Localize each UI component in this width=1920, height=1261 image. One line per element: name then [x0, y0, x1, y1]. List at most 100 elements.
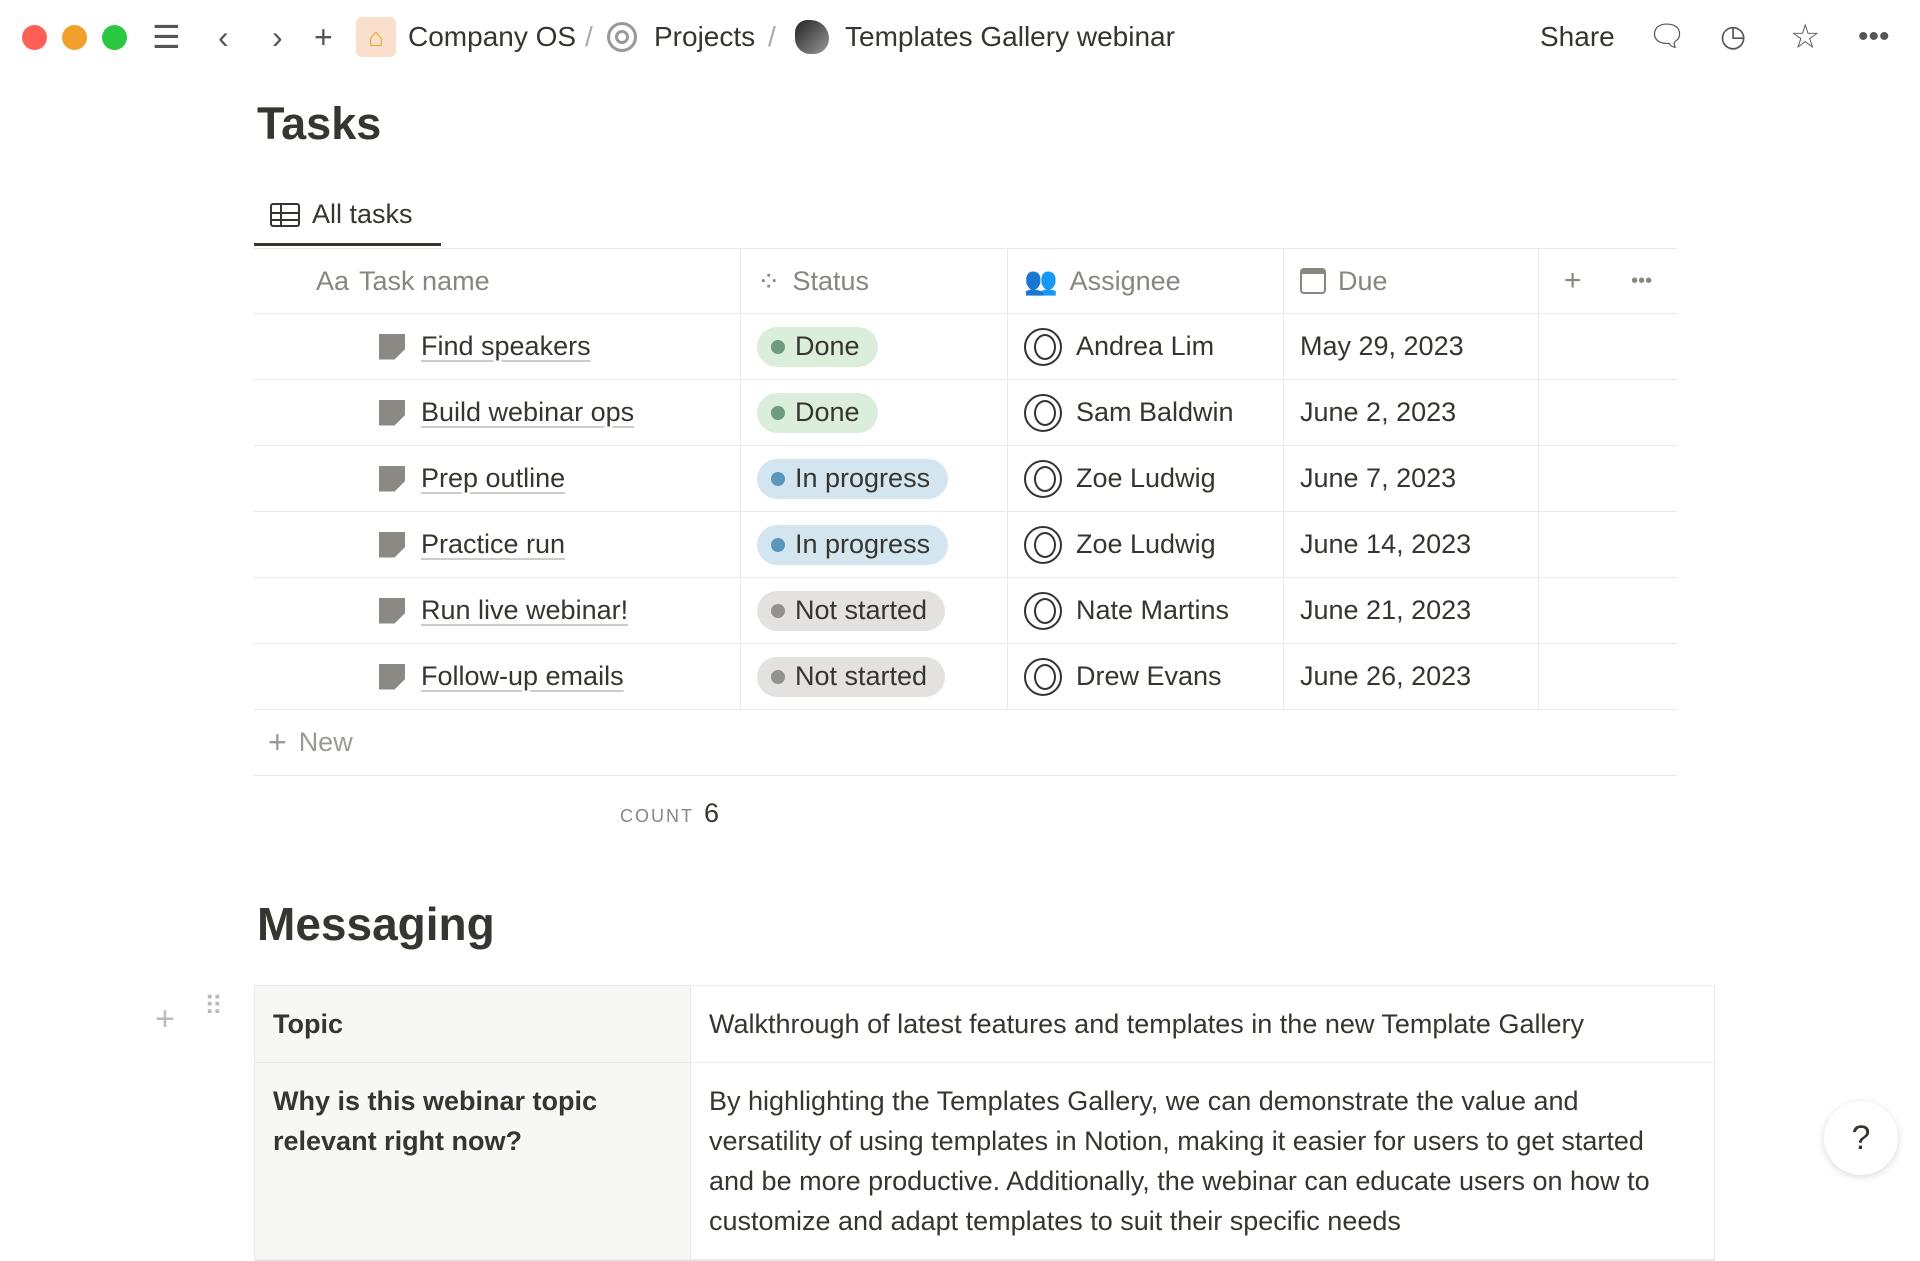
- table-header: Aa Task name ⁘ Status 👥 Assignee Due + •••: [254, 248, 1677, 314]
- more-options-icon[interactable]: •••: [1858, 20, 1890, 53]
- comments-icon[interactable]: 🗨: [1648, 20, 1687, 53]
- table-row: Run live webinar! Not started Nate Marti…: [254, 578, 1677, 644]
- task-name[interactable]: Practice run: [421, 529, 566, 559]
- task-name[interactable]: Build webinar ops: [421, 397, 635, 427]
- task-name-cell[interactable]: Follow-up emails: [254, 644, 741, 709]
- due-cell[interactable]: June 7, 2023: [1284, 446, 1539, 511]
- tasks-heading: Tasks: [257, 98, 382, 149]
- close-window-button[interactable]: [22, 25, 47, 50]
- status-badge: Done: [757, 392, 878, 433]
- text-property-icon: Aa: [316, 265, 350, 296]
- task-name-cell[interactable]: Find speakers: [254, 314, 741, 379]
- add-block-icon[interactable]: +: [155, 1000, 175, 1038]
- assignee-cell[interactable]: Andrea Lim: [1008, 314, 1284, 379]
- row-value[interactable]: By highlighting the Templates Gallery, w…: [709, 1086, 1650, 1236]
- column-header-due[interactable]: Due: [1284, 249, 1539, 313]
- task-name[interactable]: Prep outline: [421, 463, 566, 493]
- status-cell[interactable]: Not started: [741, 578, 1008, 643]
- due-cell[interactable]: June 26, 2023: [1284, 644, 1539, 709]
- table-row: Build webinar ops Done Sam Baldwin June …: [254, 380, 1677, 446]
- tab-all-tasks[interactable]: All tasks: [254, 186, 441, 246]
- assignee-cell[interactable]: Zoe Ludwig: [1008, 446, 1284, 511]
- assignee-cell[interactable]: Sam Baldwin: [1008, 380, 1284, 445]
- task-name-cell[interactable]: Prep outline: [254, 446, 741, 511]
- calendar-icon: [1300, 268, 1326, 294]
- avatar: [1024, 327, 1062, 366]
- minimize-window-button[interactable]: [62, 25, 87, 50]
- status-cell[interactable]: Done: [741, 380, 1008, 445]
- status-badge: Not started: [757, 590, 946, 631]
- status-cell[interactable]: In progress: [741, 446, 1008, 511]
- target-icon: [607, 22, 637, 52]
- row-key: Topic: [255, 986, 691, 1062]
- drag-handle-icon[interactable]: ⠿: [204, 991, 224, 1021]
- task-name[interactable]: Find speakers: [421, 331, 591, 361]
- top-bar: ☰ ‹ › + ⌂ Company OS / Projects / Templa…: [0, 0, 1920, 75]
- plus-icon: +: [268, 724, 287, 760]
- empty-cell: [1539, 314, 1677, 379]
- page-icon: [379, 663, 405, 690]
- breadcrumb-current-page[interactable]: Templates Gallery webinar: [845, 21, 1175, 52]
- new-page-icon[interactable]: +: [314, 19, 333, 55]
- new-row-button[interactable]: + New: [254, 710, 1677, 776]
- back-icon[interactable]: ‹: [218, 19, 229, 55]
- status-badge: Not started: [757, 656, 946, 697]
- row-value[interactable]: Walkthrough of latest features and templ…: [709, 1009, 1584, 1039]
- help-button[interactable]: ?: [1824, 1101, 1898, 1175]
- table-row: Find speakers Done Andrea Lim May 29, 20…: [254, 314, 1677, 380]
- messaging-row: Topic Walkthrough of latest features and…: [255, 986, 1714, 1063]
- people-icon: 👥: [1024, 266, 1058, 296]
- tasks-table: Aa Task name ⁘ Status 👥 Assignee Due + ••• F…: [254, 248, 1677, 828]
- avatar: [1024, 525, 1062, 564]
- column-header-task-name[interactable]: Aa Task name: [254, 249, 741, 313]
- column-header-assignee[interactable]: 👥 Assignee: [1008, 249, 1284, 313]
- assignee-cell[interactable]: Nate Martins: [1008, 578, 1284, 643]
- page-icon: [379, 399, 405, 426]
- page-icon: [379, 531, 405, 558]
- table-row: Prep outline In progress Zoe Ludwig June…: [254, 446, 1677, 512]
- messaging-heading: Messaging: [257, 898, 495, 950]
- assignee-cell[interactable]: Zoe Ludwig: [1008, 512, 1284, 577]
- status-cell[interactable]: Done: [741, 314, 1008, 379]
- status-dot: [771, 537, 785, 552]
- column-header-status[interactable]: ⁘ Status: [741, 249, 1008, 313]
- avatar: [1024, 393, 1062, 432]
- megaphone-icon: [795, 20, 829, 54]
- share-button[interactable]: Share: [1540, 21, 1615, 52]
- task-name[interactable]: Run live webinar!: [421, 595, 629, 625]
- assignee-cell[interactable]: Drew Evans: [1008, 644, 1284, 709]
- add-property-icon[interactable]: +: [1563, 264, 1582, 297]
- favorite-star-icon[interactable]: ☆: [1790, 18, 1821, 56]
- breadcrumb-projects[interactable]: Projects: [654, 21, 756, 52]
- more-icon[interactable]: •••: [1631, 269, 1653, 292]
- breadcrumb-company-os[interactable]: Company OS: [408, 21, 577, 52]
- status-badge: Done: [757, 326, 878, 367]
- status-dot: [771, 405, 785, 420]
- count-summary[interactable]: COUNT 6: [620, 798, 720, 828]
- maximize-window-button[interactable]: [102, 25, 127, 50]
- messaging-table: Topic Walkthrough of latest features and…: [254, 985, 1715, 1261]
- status-dot: [771, 603, 785, 618]
- home-icon: ⌂: [356, 17, 396, 57]
- task-name-cell[interactable]: Run live webinar!: [254, 578, 741, 643]
- due-cell[interactable]: May 29, 2023: [1284, 314, 1539, 379]
- task-name-cell[interactable]: Build webinar ops: [254, 380, 741, 445]
- forward-icon[interactable]: ›: [272, 19, 283, 55]
- page-icon: [379, 465, 405, 492]
- status-dot: [771, 669, 785, 684]
- status-cell[interactable]: In progress: [741, 512, 1008, 577]
- column-actions: + •••: [1539, 249, 1677, 313]
- avatar: [1024, 459, 1062, 498]
- menu-icon[interactable]: ☰: [152, 19, 181, 55]
- due-cell[interactable]: June 14, 2023: [1284, 512, 1539, 577]
- due-cell[interactable]: June 2, 2023: [1284, 380, 1539, 445]
- status-icon: ⁘: [757, 265, 781, 297]
- history-icon[interactable]: ◷: [1720, 20, 1747, 53]
- status-cell[interactable]: Not started: [741, 644, 1008, 709]
- task-name[interactable]: Follow-up emails: [421, 661, 624, 691]
- breadcrumb-separator: /: [585, 21, 593, 52]
- status-badge: In progress: [757, 524, 949, 565]
- task-name-cell[interactable]: Practice run: [254, 512, 741, 577]
- due-cell[interactable]: June 21, 2023: [1284, 578, 1539, 643]
- empty-cell: [1539, 380, 1677, 445]
